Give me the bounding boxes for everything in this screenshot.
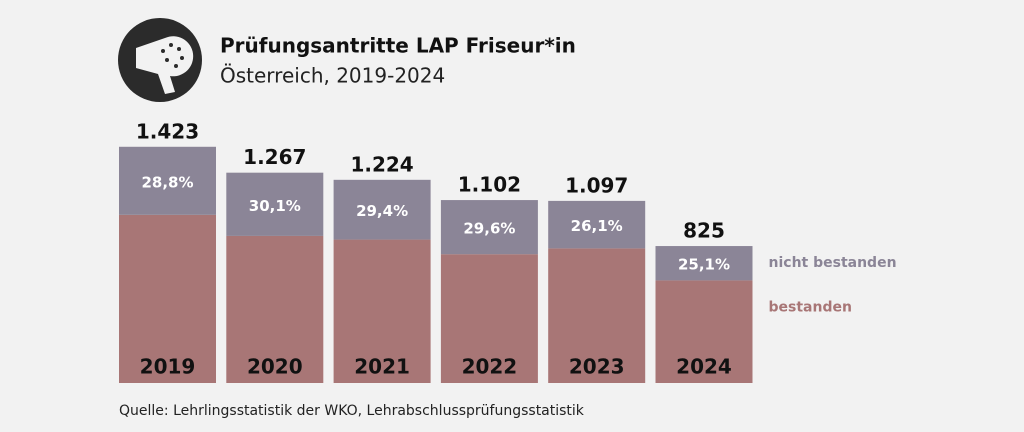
bar-segment — [226, 172, 324, 236]
x-tick-label: 2023 — [569, 355, 625, 379]
bar-segment — [440, 200, 538, 255]
bar-segment — [333, 179, 431, 240]
x-tick-label: 2019 — [140, 355, 196, 379]
total-label: 1.224 — [350, 152, 413, 176]
legend-label: nicht bestanden — [769, 255, 897, 271]
x-tick-label: 2022 — [462, 355, 518, 379]
chart-subtitle: Österreich, 2019-2024 — [220, 64, 445, 88]
bar-segment — [226, 235, 324, 383]
chart-title: Prüfungsantritte LAP Friseur*in — [220, 34, 576, 58]
share-label: 29,4% — [356, 202, 408, 220]
total-label: 825 — [683, 219, 725, 243]
x-tick-label: 2021 — [354, 355, 410, 379]
total-label: 1.102 — [458, 173, 521, 197]
total-label: 1.267 — [243, 145, 306, 169]
x-tick-label: 2024 — [676, 355, 732, 379]
share-label: 30,1% — [249, 197, 301, 215]
x-tick-label: 2020 — [247, 355, 303, 379]
bar-segment — [119, 146, 216, 215]
share-label: 25,1% — [678, 256, 730, 274]
share-label: 28,8% — [141, 173, 193, 191]
share-label: 29,6% — [463, 220, 515, 238]
bar-segment — [655, 246, 753, 281]
bar-segment — [655, 280, 753, 383]
legend-label: bestanden — [769, 300, 852, 316]
share-label: 26,1% — [571, 217, 623, 235]
total-label: 1.097 — [565, 173, 628, 197]
bar-segment — [548, 200, 646, 249]
bar-segment — [548, 248, 646, 383]
total-label: 1.423 — [136, 119, 199, 143]
bar-segment — [333, 239, 431, 383]
bar-segment — [440, 254, 538, 383]
source: Quelle: Lehrlingsstatistik der WKO, Lehr… — [119, 403, 585, 419]
icon — [118, 18, 202, 102]
bar-segment — [119, 214, 216, 383]
